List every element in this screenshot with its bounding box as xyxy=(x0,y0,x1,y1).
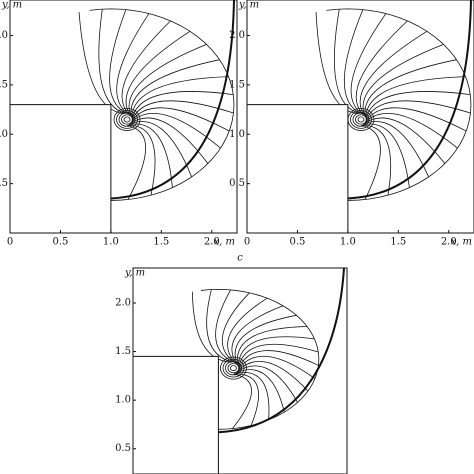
plot-frame xyxy=(246,0,474,234)
x-tick-label: 1.5 xyxy=(153,237,169,248)
vortex-ring xyxy=(121,114,133,125)
shock-front xyxy=(110,0,235,200)
shock-front xyxy=(218,268,345,434)
x-tick-label: 0.5 xyxy=(289,237,305,248)
y-tick-label: 1.5 xyxy=(0,79,8,90)
vortex-ring xyxy=(225,360,242,376)
contour-line xyxy=(227,297,268,364)
contour-line xyxy=(362,123,410,188)
contour-line xyxy=(128,44,207,116)
contour-line xyxy=(235,372,270,420)
contour-line xyxy=(234,314,297,365)
contour-line xyxy=(221,292,250,363)
y-tick-label: 0.5 xyxy=(115,443,131,454)
contour-line xyxy=(315,12,359,115)
step-wall xyxy=(247,104,349,233)
vortex-ring xyxy=(355,114,367,125)
contour-line xyxy=(238,343,319,368)
contour-line xyxy=(131,76,229,118)
step-wall xyxy=(10,104,112,233)
contour-line xyxy=(236,365,298,403)
panel-label: c xyxy=(237,253,243,264)
vortex-ring xyxy=(230,365,237,372)
contour-line xyxy=(126,125,146,200)
vortex-ring xyxy=(116,110,138,129)
contours xyxy=(78,0,235,201)
x-axis-label: x, m xyxy=(451,237,472,248)
contour-line xyxy=(131,91,234,119)
contour-line xyxy=(333,9,360,114)
y-axis-label: y, m xyxy=(1,0,22,11)
contour-line xyxy=(365,76,466,118)
contour-line xyxy=(359,30,428,116)
contour-line xyxy=(355,20,408,115)
vortex-ring xyxy=(357,116,365,123)
x-tick-label: 2.0 xyxy=(204,237,220,248)
x-tick-label: 0.5 xyxy=(52,237,68,248)
contour-line xyxy=(109,9,127,114)
contour-line xyxy=(343,9,364,114)
contour-line xyxy=(360,125,381,200)
contour-line xyxy=(131,100,234,121)
contour-line xyxy=(234,373,259,426)
contour-line xyxy=(232,373,252,429)
y-tick-label: 1.5 xyxy=(115,346,131,357)
contour-line xyxy=(236,369,285,413)
panel: 0.5 1.0 1.5 2.0 y, m c xyxy=(115,253,348,474)
y-axis-label: y, m xyxy=(238,0,259,11)
vortex-ring xyxy=(222,358,245,378)
contour-line xyxy=(127,124,156,196)
plot-frame xyxy=(9,0,238,234)
vortex-ring xyxy=(350,110,372,129)
vortex-ring xyxy=(118,112,136,127)
y-tick-label: 2.0 xyxy=(229,30,245,41)
contour-line xyxy=(350,13,387,115)
x-tick-label: 0 xyxy=(244,237,250,248)
shock-front xyxy=(347,0,472,200)
y-tick-label: 0.5 xyxy=(229,178,245,189)
plot-frame xyxy=(132,267,348,474)
y-tick-label: 0.5 xyxy=(0,178,8,189)
contour-line xyxy=(365,100,471,121)
vortex-ring xyxy=(220,356,247,380)
y-tick-label: 1.5 xyxy=(229,79,245,90)
contour-line xyxy=(125,30,191,116)
y-tick-label: 1.0 xyxy=(229,129,245,140)
panel: 00.51.01.52.00.51.01.52.0x, my, ma xyxy=(0,0,238,248)
contour-line xyxy=(326,8,472,201)
contours xyxy=(191,268,345,434)
contours xyxy=(315,0,472,201)
x-tick-label: 1.5 xyxy=(390,237,406,248)
y-tick-label: 1.0 xyxy=(115,395,131,406)
x-tick-label: 1.0 xyxy=(340,237,356,248)
x-tick-label: 0 xyxy=(7,237,13,248)
contour-line xyxy=(362,44,444,116)
contour-line xyxy=(78,12,125,115)
x-axis-label: x, m xyxy=(214,237,235,248)
contour-line xyxy=(121,20,171,115)
contour-line xyxy=(130,59,220,117)
y-axis-label: y, m xyxy=(124,268,145,279)
contour-line xyxy=(98,9,126,114)
vortex-ring xyxy=(123,116,131,123)
contour-line xyxy=(237,336,315,367)
x-tick-label: 2.0 xyxy=(441,237,457,248)
contour-line xyxy=(365,91,471,119)
y-tick-label: 1.0 xyxy=(0,129,8,140)
step-wall xyxy=(133,355,219,474)
contour-line xyxy=(116,13,150,115)
contour-line xyxy=(361,124,392,196)
vortex-ring xyxy=(352,112,370,127)
vortex-ring xyxy=(113,108,141,131)
y-tick-label: 2.0 xyxy=(0,30,8,41)
contour-line xyxy=(89,8,235,201)
y-tick-label: 2.0 xyxy=(115,297,131,308)
panel: 00.51.01.52.00.51.01.52.0x, my, mb xyxy=(229,0,474,248)
x-tick-label: 1.0 xyxy=(103,237,119,248)
vortex-ring xyxy=(227,363,240,374)
